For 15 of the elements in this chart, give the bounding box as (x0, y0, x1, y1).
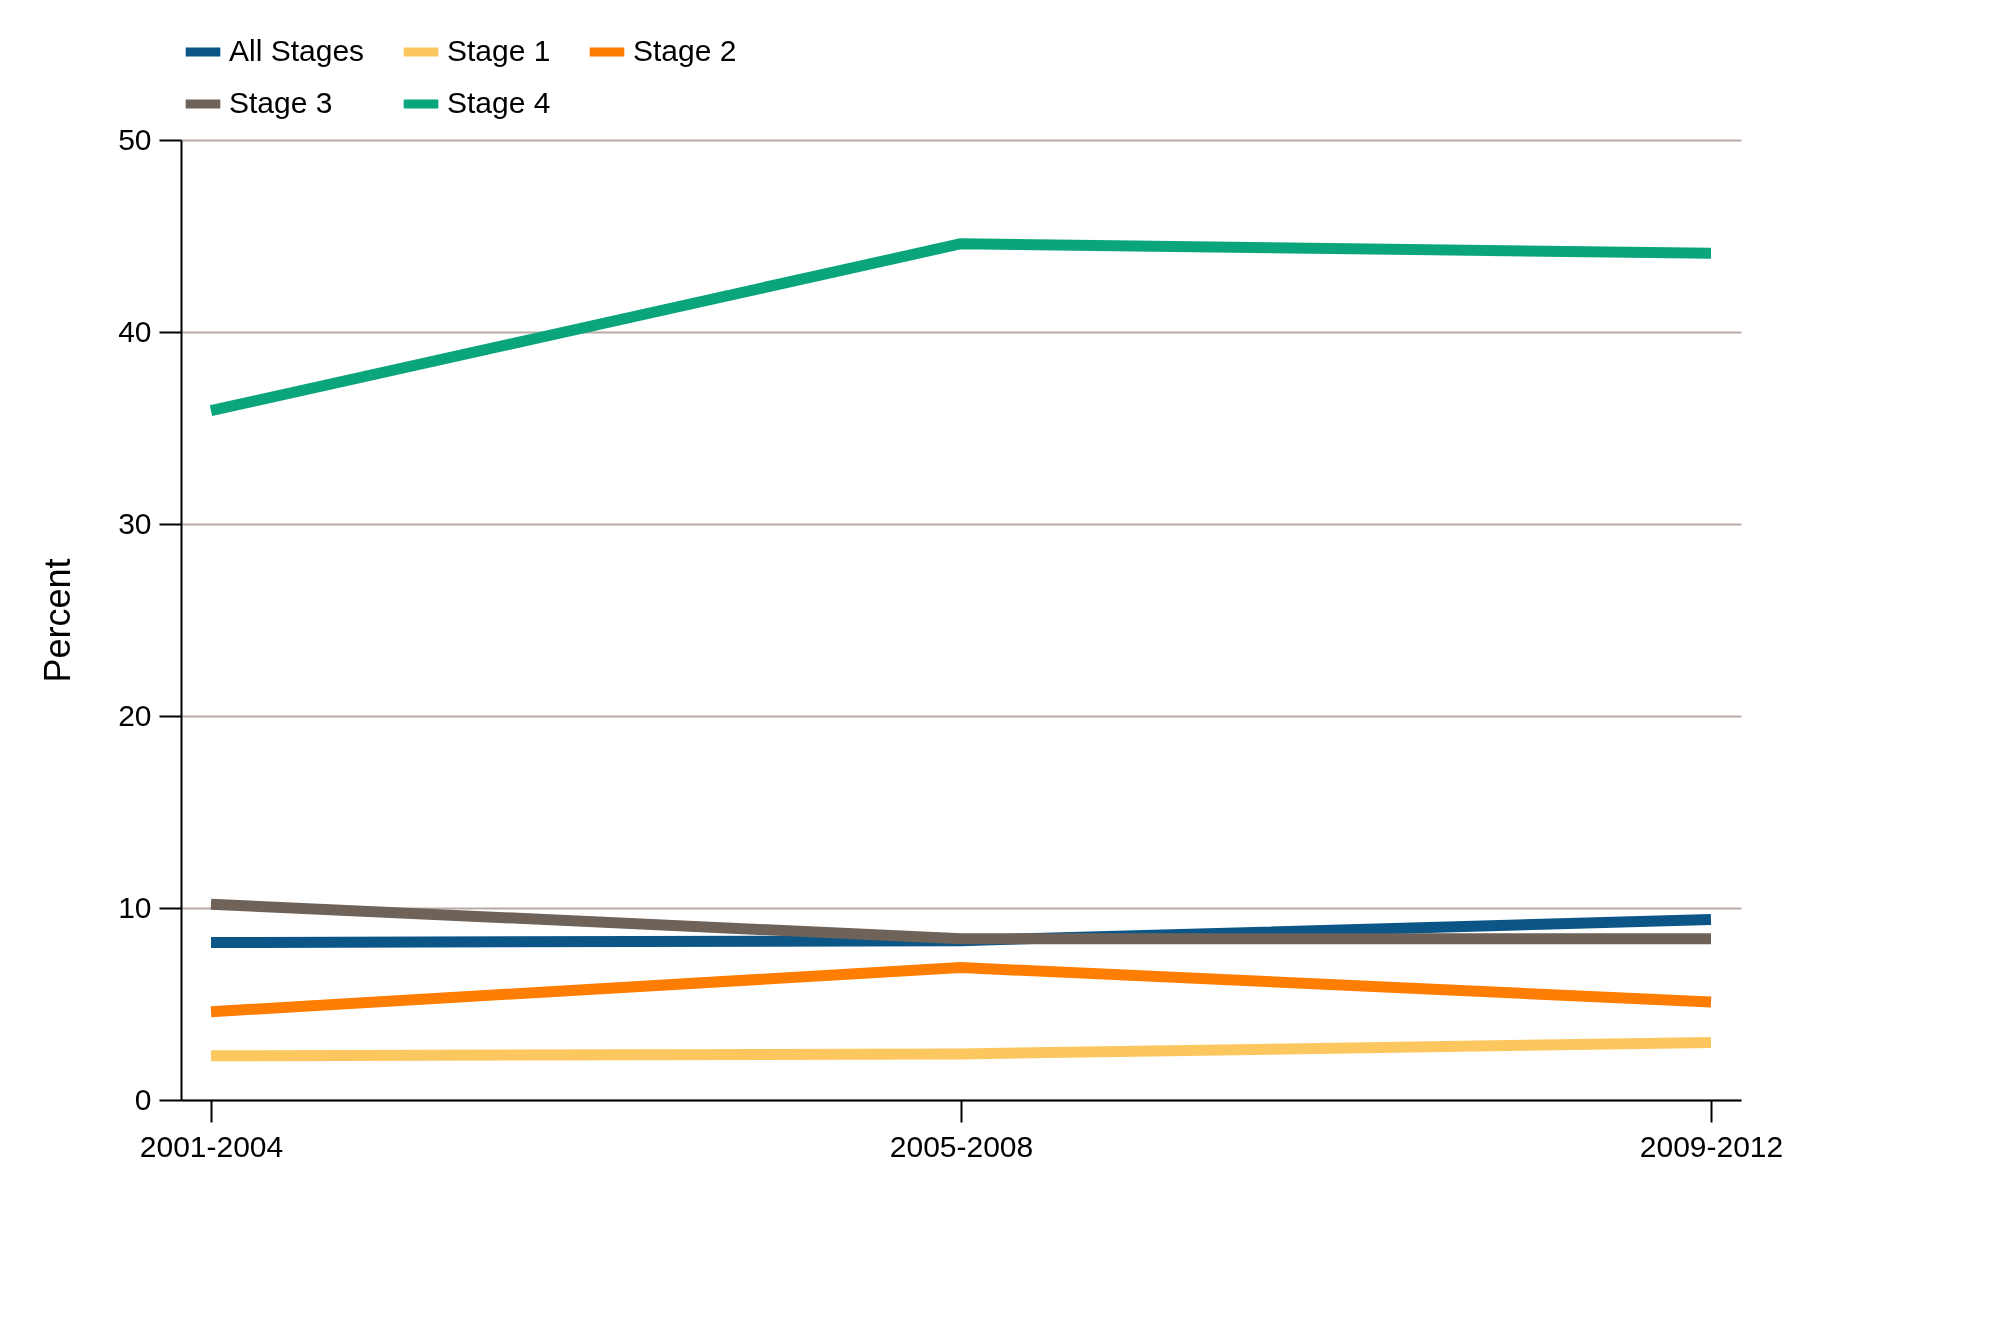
y-tick-label: 40 (118, 314, 152, 348)
legend-label: Stage 4 (447, 86, 551, 119)
legend-label: All Stages (229, 34, 365, 67)
y-tick-label: 30 (118, 506, 152, 540)
legend-label: Stage 3 (229, 86, 333, 119)
x-tick-label: 2001-2004 (139, 1129, 284, 1163)
y-tick-label: 0 (134, 1082, 152, 1116)
y-tick-label: 20 (118, 698, 152, 732)
legend-label: Stage 2 (633, 34, 737, 67)
y-axis-title: Percent (37, 558, 79, 683)
y-tick-label: 50 (118, 122, 152, 156)
x-tick-label: 2005-2008 (889, 1129, 1034, 1163)
legend-label: Stage 1 (447, 34, 551, 67)
x-tick-label: 2009-2012 (1639, 1129, 1784, 1163)
y-tick-label: 10 (118, 890, 152, 924)
